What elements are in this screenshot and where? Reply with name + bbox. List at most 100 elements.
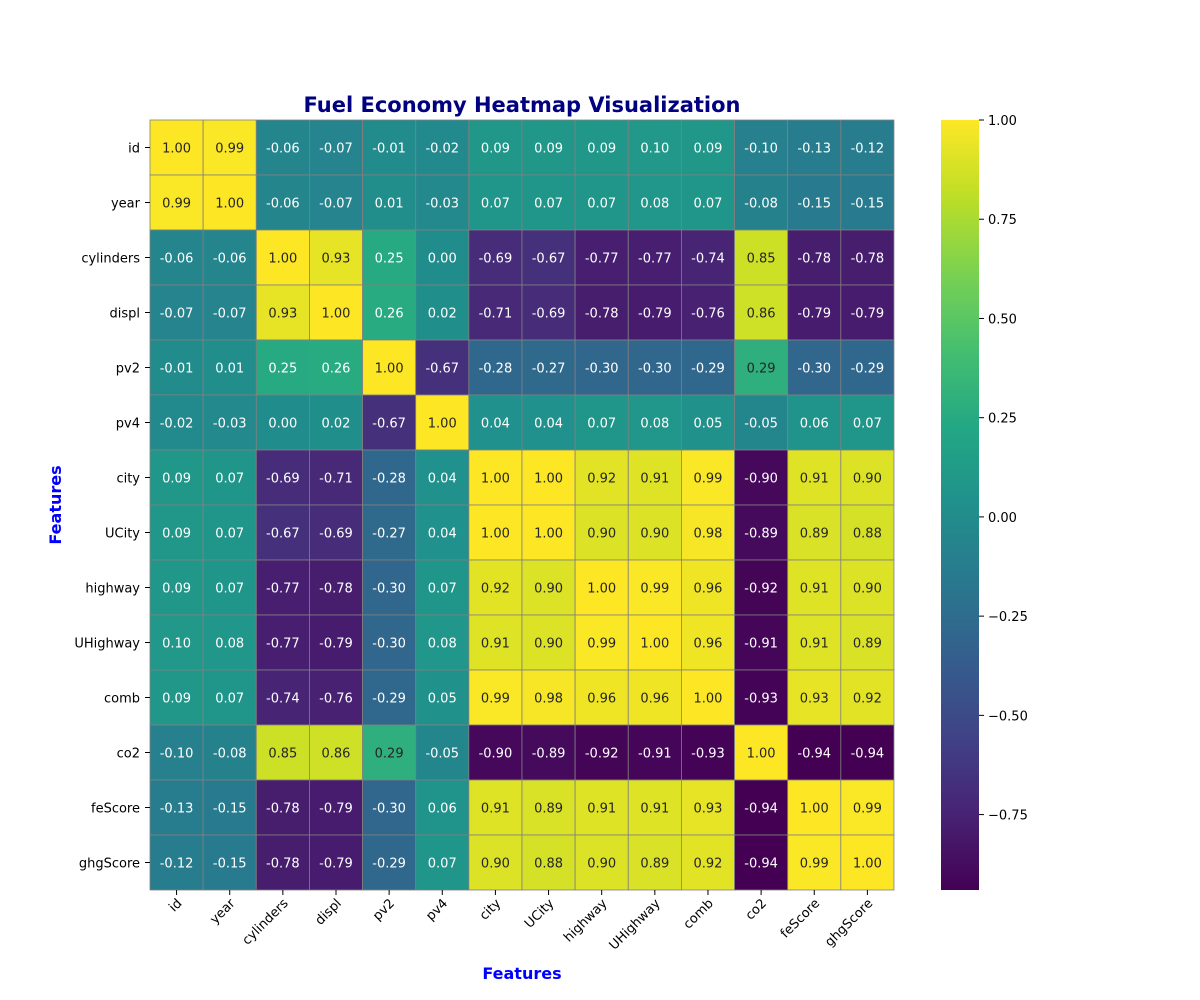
cell-value-label: 0.04 <box>481 417 510 432</box>
cell-value-label: 0.09 <box>693 142 722 157</box>
x-tick-label: UHighway <box>607 896 664 953</box>
heatmap-cell <box>574 669 629 726</box>
heatmap-cell <box>309 504 363 561</box>
heatmap-cell <box>309 174 363 231</box>
heatmap-cell <box>415 284 470 341</box>
cell-value-label: -0.91 <box>744 637 778 652</box>
heatmap-cell <box>362 449 417 506</box>
cell-value-label: 0.99 <box>162 197 191 212</box>
heatmap-cells <box>149 119 895 891</box>
cell-value-label: -0.67 <box>372 417 406 432</box>
x-tick-label: highway <box>561 896 610 945</box>
cell-value-label: -0.28 <box>372 472 406 487</box>
x-axis-ticks: id year cylinders displ pv2 pv4 city UCity highw… <box>166 890 876 953</box>
cell-value-label: 0.91 <box>640 802 669 817</box>
cell-value-label: -0.94 <box>851 747 885 762</box>
heatmap-cell <box>787 834 842 891</box>
cell-value-label: -0.12 <box>160 857 194 872</box>
cell-value-label: 0.99 <box>215 142 244 157</box>
cell-value-label: 0.91 <box>587 802 616 817</box>
heatmap-cell <box>309 119 363 176</box>
cell-value-label: 0.93 <box>693 802 722 817</box>
heatmap-cell <box>734 834 789 891</box>
cell-value-label: -0.71 <box>319 472 353 487</box>
cell-value-label: 0.07 <box>693 197 722 212</box>
cell-value-label: 0.96 <box>587 692 616 707</box>
y-tick-label: cylinders <box>81 252 140 267</box>
cell-value-label: -0.77 <box>266 582 300 597</box>
cell-value-label: 0.04 <box>428 472 457 487</box>
cell-value-label: -0.08 <box>744 197 778 212</box>
cell-value-label: -0.69 <box>266 472 300 487</box>
heatmap-cell <box>574 724 629 781</box>
cell-value-label: 0.07 <box>587 197 616 212</box>
heatmap-cell <box>521 779 576 836</box>
cell-value-label: -0.29 <box>372 857 406 872</box>
cell-value-label: -0.78 <box>266 857 300 872</box>
heatmap-cell <box>840 174 895 231</box>
heatmap-cell <box>574 504 629 561</box>
cell-value-label: 0.90 <box>853 582 882 597</box>
cell-value-label: -0.78 <box>851 252 885 267</box>
cell-value-label: 0.09 <box>534 142 563 157</box>
heatmap-cell <box>787 779 842 836</box>
heatmap-cell <box>149 284 204 341</box>
heatmap-cell <box>255 559 310 616</box>
y-tick-label: year <box>111 197 141 212</box>
heatmap-cell <box>734 504 789 561</box>
heatmap-cell <box>627 669 682 726</box>
cell-value-label: 0.09 <box>162 527 191 542</box>
cell-value-label: 0.91 <box>640 472 669 487</box>
heatmap-cell <box>840 669 895 726</box>
heatmap-cell <box>787 449 842 506</box>
cell-value-label: 0.29 <box>375 747 404 762</box>
cell-value-label: -0.06 <box>266 197 300 212</box>
heatmap-cell <box>574 559 629 616</box>
heatmap-cell <box>415 394 470 451</box>
x-tick-label: pv2 <box>370 896 398 924</box>
cell-value-label: 1.00 <box>587 582 616 597</box>
cell-value-label: -0.69 <box>532 307 566 322</box>
heatmap-cell <box>202 394 257 451</box>
heatmap-cell <box>468 394 523 451</box>
cell-value-label: -0.94 <box>744 802 778 817</box>
cell-value-label: -0.01 <box>160 362 194 377</box>
heatmap-cell <box>202 614 257 671</box>
heatmap-cell <box>415 834 470 891</box>
heatmap-cell <box>415 669 470 726</box>
cell-value-label: 0.00 <box>268 417 297 432</box>
heatmap-cell <box>627 724 682 781</box>
heatmap-cell <box>468 559 523 616</box>
cell-value-label: 0.93 <box>322 252 351 267</box>
chart-title: Fuel Economy Heatmap Visualization <box>303 93 740 117</box>
heatmap-cell <box>202 174 257 231</box>
x-tick-label: UCity <box>522 896 558 932</box>
cell-value-label: -0.03 <box>213 417 247 432</box>
colorbar-ticks: 1.00 0.75 0.50 0.25 0.00 −0.25 −0.50 −0.75 <box>979 114 1028 824</box>
heatmap-cell <box>681 339 735 396</box>
cell-value-label: 0.88 <box>853 527 882 542</box>
cell-value-label: 1.00 <box>800 802 829 817</box>
heatmap-cell <box>468 834 523 891</box>
heatmap-cell <box>149 504 204 561</box>
heatmap-cell <box>627 229 682 286</box>
heatmap-cell <box>840 394 895 451</box>
cell-value-label: 0.92 <box>481 582 510 597</box>
cell-value-label: 0.04 <box>534 417 563 432</box>
cell-value-label: -0.94 <box>744 857 778 872</box>
cell-value-label: 0.91 <box>800 472 829 487</box>
cell-value-label: 0.02 <box>322 417 351 432</box>
heatmap-cell <box>574 779 629 836</box>
cell-value-label: 0.07 <box>215 582 244 597</box>
heatmap-cell <box>787 614 842 671</box>
cell-value-label: -0.93 <box>691 747 725 762</box>
cell-value-label: -0.01 <box>372 142 406 157</box>
cell-value-label: 0.08 <box>640 197 669 212</box>
cell-value-label: 0.26 <box>322 362 351 377</box>
cell-value-label: -0.30 <box>585 362 619 377</box>
heatmap-cell <box>415 119 470 176</box>
cell-value-label: -0.29 <box>691 362 725 377</box>
cell-value-label: -0.27 <box>372 527 406 542</box>
y-tick-label: id <box>128 142 140 157</box>
cell-value-label: 0.90 <box>853 472 882 487</box>
